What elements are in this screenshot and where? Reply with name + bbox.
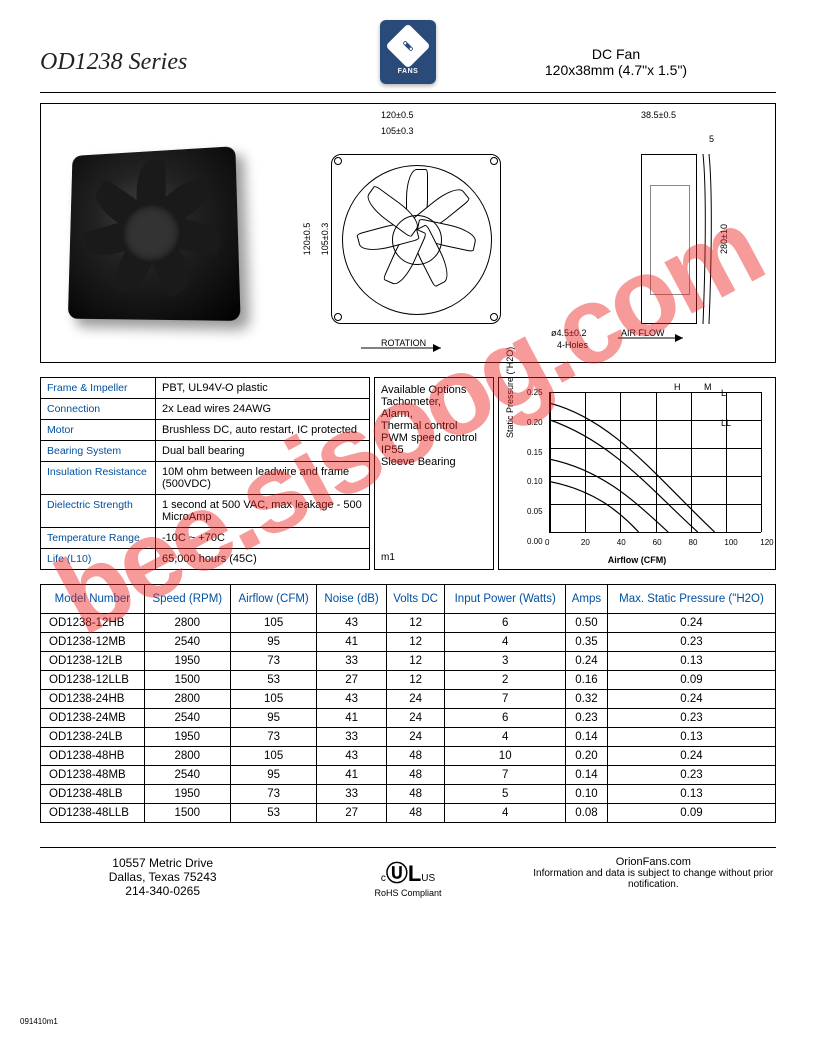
spec-label: Life (L10) (41, 549, 156, 570)
option-item: IP55 (381, 444, 487, 456)
spec-value: Dual ball bearing (156, 441, 370, 462)
col-header: Input Power (Watts) (445, 585, 565, 614)
front-view (331, 154, 501, 324)
footer-notice: OrionFans.com Information and data is su… (531, 856, 776, 890)
options-box: Available Options Tachometer,Alarm,Therm… (374, 377, 494, 570)
spec-label: Frame & Impeller (41, 378, 156, 399)
option-item: Thermal control (381, 420, 487, 432)
table-row: OD1238-24MB254095412460.230.23 (41, 709, 776, 728)
spec-label: Motor (41, 420, 156, 441)
specs-table: Frame & ImpellerPBT, UL94V-O plasticConn… (40, 377, 370, 570)
spec-value: 65,000 hours (45C) (156, 549, 370, 570)
col-header: Airflow (CFM) (230, 585, 317, 614)
table-row: OD1238-12MB254095411240.350.23 (41, 633, 776, 652)
option-item: Alarm, (381, 408, 487, 420)
table-row: OD1238-24LB195073332440.140.13 (41, 728, 776, 747)
table-row: OD1238-48HB28001054348100.200.24 (41, 747, 776, 766)
col-header: Amps (565, 585, 607, 614)
spec-label: Insulation Resistance (41, 462, 156, 495)
technical-drawing: 120±0.5 105±0.3 120±0.5 105±0.3 38.5±0.5… (261, 104, 775, 362)
spec-label: Connection (41, 399, 156, 420)
model-table: Model NumberSpeed (RPM)Airflow (CFM)Nois… (40, 584, 776, 823)
spec-label: Dielectric Strength (41, 495, 156, 528)
table-row: OD1238-48MB254095414870.140.23 (41, 766, 776, 785)
doc-id: 091410m1 (20, 1017, 58, 1026)
spec-value: Brushless DC, auto restart, IC protected (156, 420, 370, 441)
table-row: OD1238-12HB2800105431260.500.24 (41, 614, 776, 633)
option-item: PWM speed control (381, 432, 487, 444)
header: OD1238 Series FANS DC Fan 120x38mm (4.7"… (40, 40, 776, 93)
footer: 10557 Metric Drive Dallas, Texas 75243 2… (40, 847, 776, 898)
table-row: OD1238-48LLB150053274840.080.09 (41, 804, 776, 823)
brand-logo: FANS (380, 20, 436, 84)
option-item: Sleeve Bearing (381, 456, 487, 468)
fan-photo (68, 146, 241, 321)
series-title: OD1238 Series (40, 49, 360, 76)
col-header: Volts DC (386, 585, 445, 614)
spec-value: PBT, UL94V-O plastic (156, 378, 370, 399)
table-row: OD1238-12LLB150053271220.160.09 (41, 671, 776, 690)
product-photo-box (41, 104, 261, 362)
col-header: Speed (RPM) (144, 585, 230, 614)
figure-panel: 120±0.5 105±0.3 120±0.5 105±0.3 38.5±0.5… (40, 103, 776, 363)
side-view (641, 154, 697, 324)
spec-value: -10C ~ +70C (156, 528, 370, 549)
spec-value: 10M ohm between leadwire and frame (500V… (156, 462, 370, 495)
spec-label: Bearing System (41, 441, 156, 462)
table-row: OD1238-48LB195073334850.100.13 (41, 785, 776, 804)
pressure-chart: Static Pressure ("H2O) Airflow (CFM) 0.0… (498, 377, 776, 570)
col-header: Model Number (41, 585, 145, 614)
option-item: Tachometer, (381, 396, 487, 408)
footer-address: 10557 Metric Drive Dallas, Texas 75243 2… (40, 856, 285, 898)
spec-value: 1 second at 500 VAC, max leakage - 500 M… (156, 495, 370, 528)
table-row: OD1238-12LB195073331230.240.13 (41, 652, 776, 671)
spec-value: 2x Lead wires 24AWG (156, 399, 370, 420)
spec-label: Temperature Range (41, 528, 156, 549)
table-row: OD1238-24HB2800105432470.320.24 (41, 690, 776, 709)
col-header: Max. Static Pressure ("H2O) (607, 585, 775, 614)
product-subtitle: DC Fan 120x38mm (4.7"x 1.5") (456, 46, 776, 78)
footer-compliance: cⓊLUS RoHS Compliant (285, 856, 530, 898)
col-header: Noise (dB) (317, 585, 386, 614)
